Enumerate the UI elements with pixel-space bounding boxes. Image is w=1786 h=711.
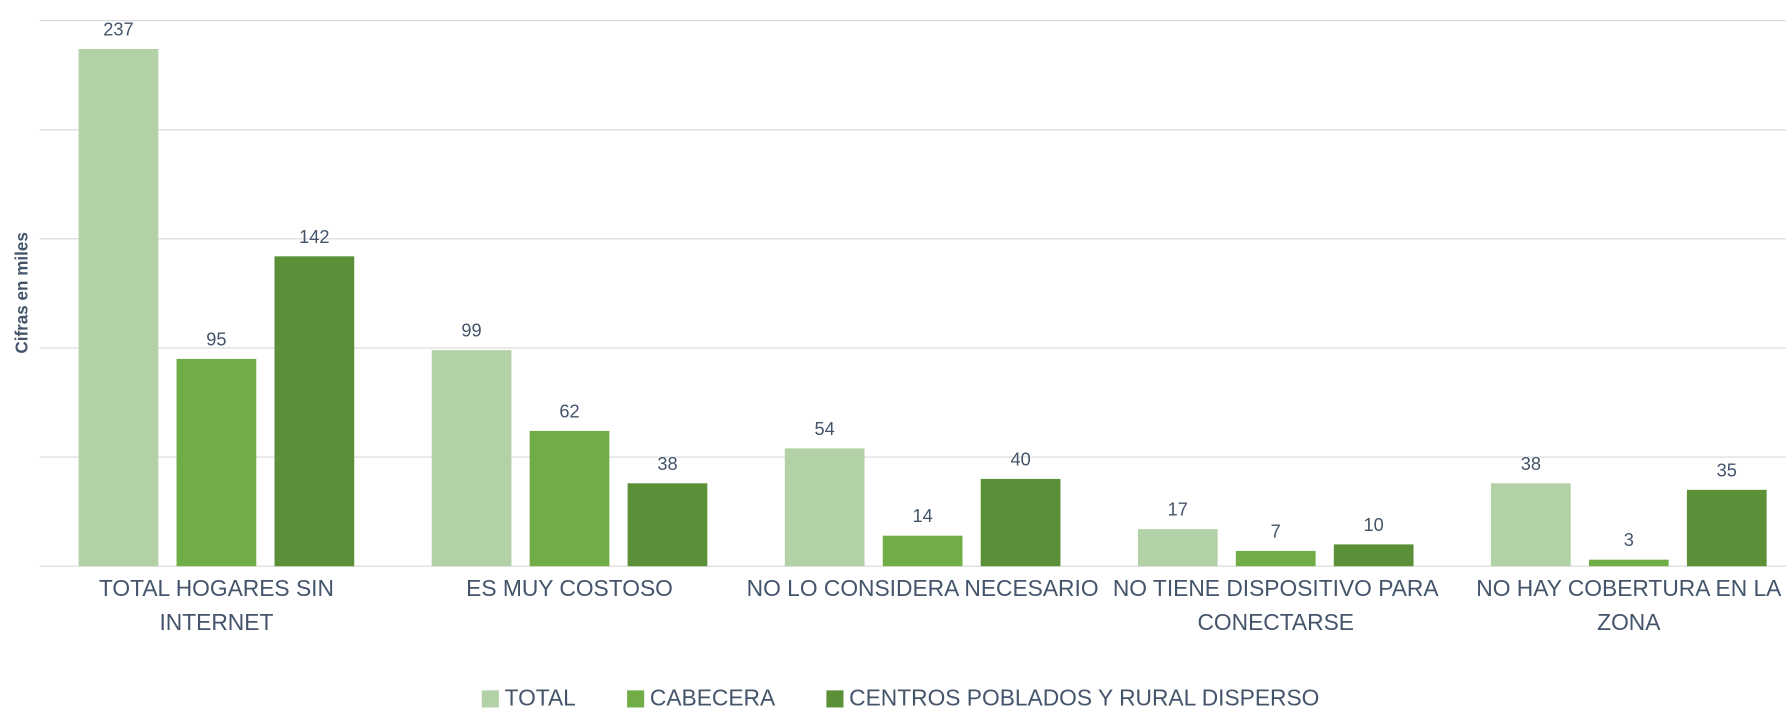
data-label: 7 (1271, 522, 1281, 542)
bar (1490, 483, 1571, 567)
bar (1686, 489, 1767, 567)
bar (431, 350, 512, 567)
x-tick-label: TOTAL HOGARES SIN INTERNET (98, 576, 334, 636)
bar (1588, 559, 1669, 567)
bar (882, 535, 963, 567)
legend-label: CENTROS POBLADOS Y RURAL DISPERSO (849, 685, 1319, 711)
data-label: 99 (461, 321, 481, 341)
y-axis-label: Cifras en miles (12, 232, 31, 354)
x-tick-label-box: TOTAL HOGARES SIN INTERNET (98, 576, 334, 636)
legend-label: TOTAL (505, 685, 576, 711)
data-label: 62 (559, 402, 579, 422)
bar (627, 483, 708, 567)
x-tick-label-box: ES MUY COSTOSO (466, 576, 673, 602)
data-label: 3 (1624, 530, 1634, 550)
legend-swatch (481, 690, 499, 708)
bar (1235, 550, 1316, 567)
bar (176, 358, 257, 567)
data-label: 38 (1521, 454, 1541, 474)
bar (784, 448, 865, 567)
bar (529, 430, 610, 567)
legend-swatch (826, 690, 844, 708)
legend-swatch (627, 690, 645, 708)
bar (274, 256, 355, 567)
legend-label: CABECERA (650, 685, 776, 711)
legend: TOTAL CABECERA CENTROS POBLADOS Y RURAL DI… (481, 685, 1319, 711)
data-label: 40 (1010, 450, 1030, 470)
x-tick-label-box: NO LO CONSIDERA NECESARIO (746, 576, 1099, 602)
data-label: 237 (103, 20, 133, 40)
x-tick-label: ES MUY COSTOSO (466, 576, 673, 602)
data-label: 95 (206, 329, 226, 349)
bar (78, 48, 159, 567)
x-tick-label-box: NO TIENE DISPOSITIVO PARA CONECTARSE (1112, 576, 1439, 636)
data-label: 10 (1364, 515, 1384, 535)
data-label: 17 (1168, 500, 1188, 520)
data-label: 38 (657, 454, 677, 474)
bar (1137, 529, 1218, 567)
bar (1333, 544, 1414, 567)
data-label: 54 (815, 419, 835, 439)
data-label: 35 (1717, 460, 1737, 480)
data-label: 14 (912, 506, 932, 526)
x-tick-label: NO LO CONSIDERA NECESARIO (746, 576, 1099, 602)
data-label: 142 (299, 227, 329, 247)
x-tick-label: NO TIENE DISPOSITIVO PARA CONECTARSE (1112, 576, 1439, 636)
bar (980, 478, 1061, 567)
x-tick-label-box: NO HAY COBERTURA EN LA ZONA (1476, 576, 1782, 636)
x-tick-label: NO HAY COBERTURA EN LA ZONA (1476, 576, 1782, 636)
